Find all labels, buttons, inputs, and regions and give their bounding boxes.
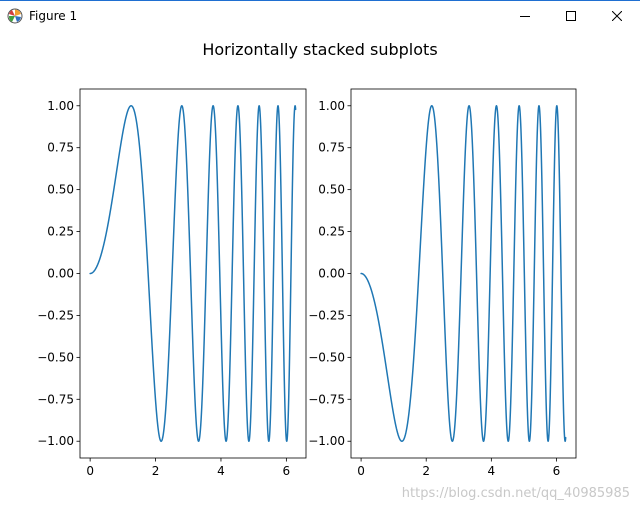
close-button[interactable] xyxy=(594,1,640,31)
y-tick-label: 0.75 xyxy=(47,141,74,155)
x-tick-label: 2 xyxy=(152,464,160,478)
axes-frame xyxy=(79,88,307,459)
figure-suptitle: Horizontally stacked subplots xyxy=(202,40,437,59)
matplotlib-icon xyxy=(7,8,23,24)
y-tick-label: −0.75 xyxy=(308,392,345,406)
series-line xyxy=(360,105,567,442)
y-tick-label: 1.00 xyxy=(47,99,74,113)
x-tick-label: 0 xyxy=(86,464,94,478)
y-tick-label: −1.00 xyxy=(308,434,345,448)
watermark: https://blog.csdn.net/qq_40985985 xyxy=(401,486,630,501)
maximize-button[interactable] xyxy=(548,1,594,31)
x-tick-label: 6 xyxy=(283,464,291,478)
y-tick-label: −1.00 xyxy=(37,434,74,448)
subplot-right: 1.00 0.75 0.50 0.25 0.00 −0.25 −0.50 −0.75 −1.00… xyxy=(308,88,577,478)
close-icon xyxy=(612,11,622,21)
minimize-icon xyxy=(520,16,530,17)
x-tick-label: 4 xyxy=(488,464,496,478)
y-tick-label: 0.50 xyxy=(318,183,345,197)
x-tick-label: 6 xyxy=(553,464,561,478)
x-tick-label: 4 xyxy=(217,464,225,478)
y-tick-label: −0.25 xyxy=(37,308,74,322)
subplot-left: 1.00 0.75 0.50 0.25 0.00 −0.25 −0.50 −0.75 −1.00… xyxy=(37,88,307,478)
y-tick-label: 1.00 xyxy=(318,99,345,113)
x-tick-label: 2 xyxy=(422,464,430,478)
minimize-button[interactable] xyxy=(502,1,548,31)
y-tick-label: −0.25 xyxy=(308,308,345,322)
maximize-icon xyxy=(566,11,576,21)
y-tick-label: 0.25 xyxy=(47,225,74,239)
y-tick-label: −0.50 xyxy=(37,350,74,364)
figure-svg: Horizontally stacked subplots 1.00 0.75 0.… xyxy=(37,40,577,478)
y-tick-label: −0.50 xyxy=(308,350,345,364)
title-bar[interactable]: Figure 1 xyxy=(0,0,640,31)
y-tick-label: 0.00 xyxy=(318,267,345,281)
y-tick-label: 0.50 xyxy=(47,183,74,197)
series-line xyxy=(89,105,297,442)
axes-frame xyxy=(350,88,577,459)
y-tick-label: 0.25 xyxy=(318,225,345,239)
y-tick-label: 0.00 xyxy=(47,267,74,281)
window-title: Figure 1 xyxy=(29,9,78,23)
y-tick-label: −0.75 xyxy=(37,392,74,406)
figure-canvas: Horizontally stacked subplots 1.00 0.75 0.… xyxy=(0,31,640,511)
y-tick-label: 0.75 xyxy=(318,141,345,155)
x-tick-label: 0 xyxy=(357,464,365,478)
